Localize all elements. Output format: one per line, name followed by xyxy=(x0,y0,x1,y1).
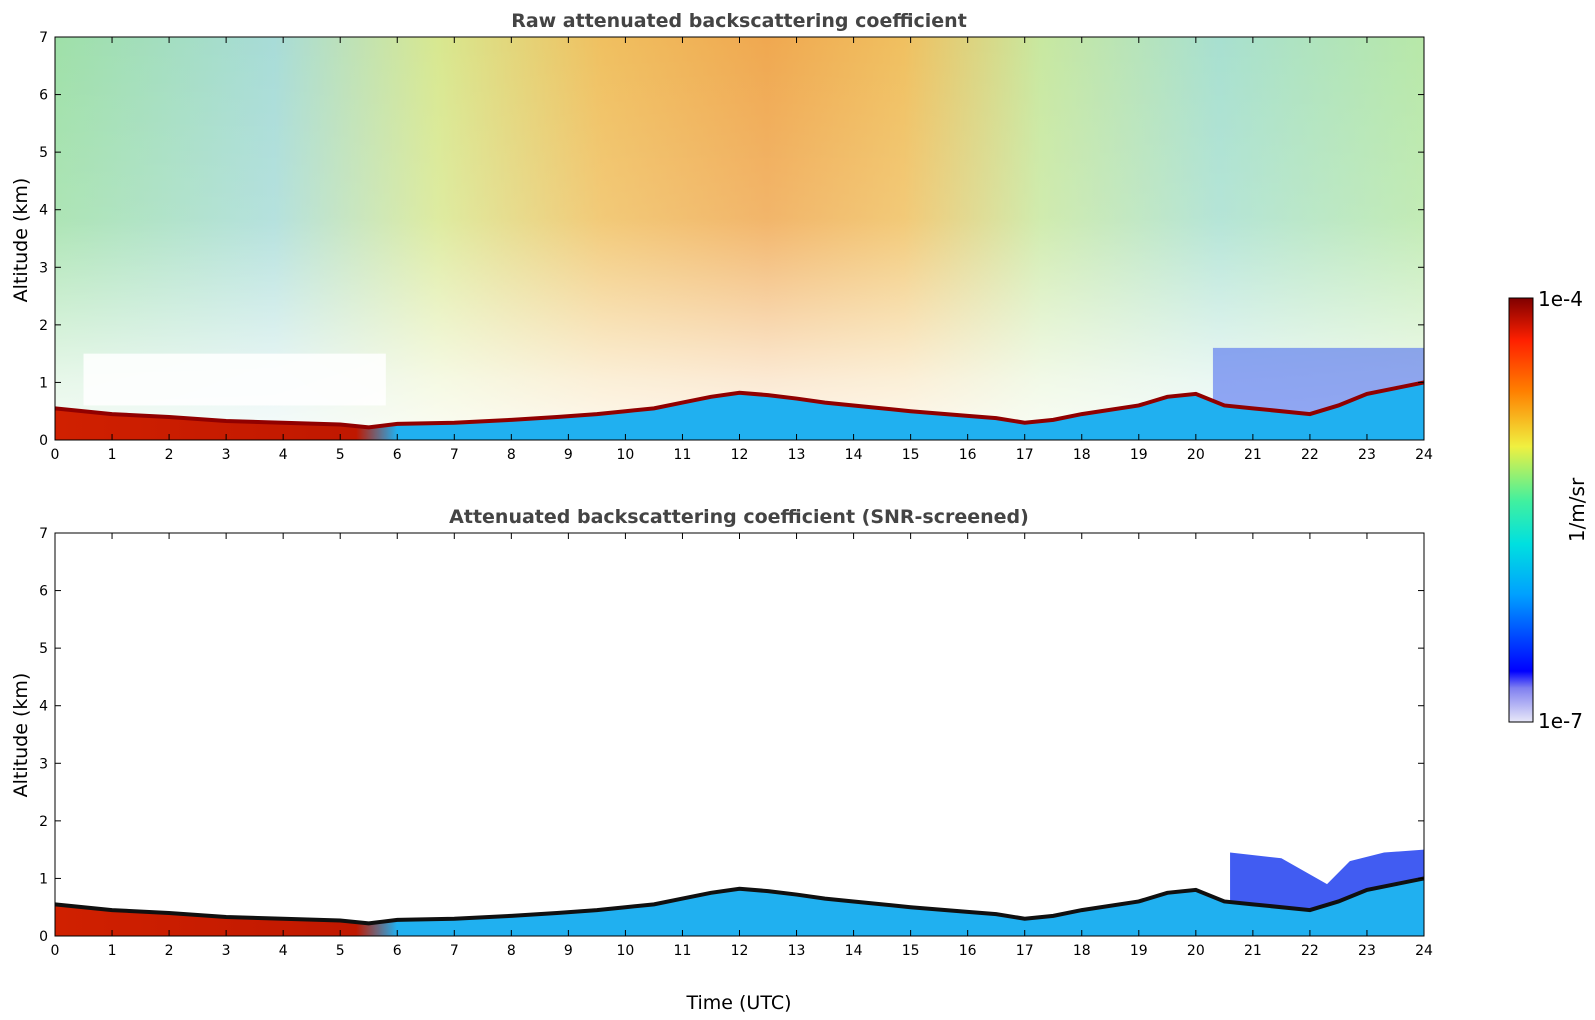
y-tick-label: 5 xyxy=(39,145,48,161)
x-tick-label: 10 xyxy=(617,943,635,959)
x-tick-label: 13 xyxy=(788,447,806,463)
y-tick-label: 5 xyxy=(39,641,48,657)
x-tick-label: 0 xyxy=(51,943,60,959)
x-tick-label: 14 xyxy=(845,943,863,959)
y-tick-label: 2 xyxy=(39,318,48,334)
x-tick-label: 8 xyxy=(507,447,516,463)
raw-backscatter-panel: Raw attenuated backscattering coefficien… xyxy=(10,10,1433,463)
x-tick-label: 23 xyxy=(1358,447,1376,463)
panel2-ticks: 0 1 2 3 4 5 6 7 8 9 10 11 12 13 14 15 16 17 18 19 20 21 22 23 24… xyxy=(39,526,1433,959)
x-tick-label: 11 xyxy=(674,943,692,959)
x-tick-label: 10 xyxy=(617,447,635,463)
x-tick-label: 2 xyxy=(165,447,174,463)
x-tick-label: 21 xyxy=(1244,447,1262,463)
x-tick-label: 13 xyxy=(788,943,806,959)
x-tick-label: 19 xyxy=(1130,943,1148,959)
x-tick-label: 22 xyxy=(1301,943,1319,959)
x-tick-label: 5 xyxy=(336,447,345,463)
y-tick-label: 6 xyxy=(39,88,48,104)
x-tick-label: 12 xyxy=(731,943,749,959)
x-tick-label: 17 xyxy=(1016,447,1034,463)
colorbar-min-label: 1e-7 xyxy=(1538,709,1583,733)
x-tick-label: 18 xyxy=(1073,447,1091,463)
x-tick-label: 24 xyxy=(1415,943,1433,959)
x-tick-label: 3 xyxy=(222,447,231,463)
raw-clear-region xyxy=(83,353,386,406)
y-tick-label: 7 xyxy=(39,30,48,46)
y-tick-label: 3 xyxy=(39,260,48,276)
panel2-plot-area xyxy=(54,532,1425,937)
x-tick-label: 2 xyxy=(165,943,174,959)
y-tick-label: 4 xyxy=(39,699,48,715)
x-tick-label: 1 xyxy=(108,447,117,463)
x-tick-label: 16 xyxy=(959,943,977,959)
y-tick-label: 2 xyxy=(39,814,48,830)
panel1-ylabel: Altitude (km) xyxy=(10,178,32,303)
y-tick-label: 1 xyxy=(39,375,48,391)
panel2-ylabel: Altitude (km) xyxy=(10,673,32,798)
boundary-layer-top-line xyxy=(54,380,1425,430)
colorbar: 1e-4 1e-7 1/m/sr xyxy=(1508,287,1589,733)
colorbar-gradient xyxy=(1508,297,1534,723)
y-tick-label: 7 xyxy=(39,526,48,542)
panel1-title: Raw attenuated backscattering coefficien… xyxy=(511,10,967,32)
colorbar-max-label: 1e-4 xyxy=(1538,287,1583,311)
plot-frame xyxy=(54,532,1425,937)
y-tick-label: 0 xyxy=(39,929,48,945)
x-tick-label: 9 xyxy=(564,447,573,463)
x-tick-label: 24 xyxy=(1415,447,1433,463)
x-tick-label: 7 xyxy=(450,447,459,463)
y-tick-label: 0 xyxy=(39,433,48,449)
y-tick-label: 4 xyxy=(39,203,48,219)
panel2-xlabel: Time (UTC) xyxy=(685,992,791,1014)
y-tick-label: 3 xyxy=(39,756,48,772)
x-tick-label: 0 xyxy=(51,447,60,463)
x-tick-label: 9 xyxy=(564,943,573,959)
x-tick-label: 19 xyxy=(1130,447,1148,463)
x-tick-label: 6 xyxy=(393,447,402,463)
x-tick-label: 3 xyxy=(222,943,231,959)
x-tick-label: 21 xyxy=(1244,943,1262,959)
x-tick-label: 20 xyxy=(1187,943,1205,959)
x-tick-label: 4 xyxy=(279,447,288,463)
x-tick-label: 4 xyxy=(279,943,288,959)
x-tick-label: 5 xyxy=(336,943,345,959)
x-tick-label: 12 xyxy=(731,447,749,463)
y-tick-label: 1 xyxy=(39,871,48,887)
x-tick-label: 16 xyxy=(959,447,977,463)
x-tick-label: 1 xyxy=(108,943,117,959)
x-tick-label: 23 xyxy=(1358,943,1376,959)
x-tick-label: 17 xyxy=(1016,943,1034,959)
panel1-ticks: 0 1 2 3 4 5 6 7 8 9 10 11 12 13 14 15 16 17 18 19 20 21 22 23 24… xyxy=(39,30,1433,463)
x-tick-label: 14 xyxy=(845,447,863,463)
x-tick-label: 15 xyxy=(902,943,920,959)
panel2-title: Attenuated backscattering coefficient (S… xyxy=(449,506,1029,528)
y-tick-label: 6 xyxy=(39,584,48,600)
x-tick-label: 22 xyxy=(1301,447,1319,463)
x-tick-label: 20 xyxy=(1187,447,1205,463)
colorbar-unit-label: 1/m/sr xyxy=(1565,477,1589,542)
snr-screened-panel: Attenuated backscattering coefficient (S… xyxy=(10,506,1433,1014)
x-tick-label: 6 xyxy=(393,943,402,959)
x-tick-label: 11 xyxy=(674,447,692,463)
x-tick-label: 15 xyxy=(902,447,920,463)
x-tick-label: 7 xyxy=(450,943,459,959)
x-tick-label: 8 xyxy=(507,943,516,959)
boundary-layer-top-line xyxy=(54,876,1425,926)
x-tick-label: 18 xyxy=(1073,943,1091,959)
panel1-plot-area xyxy=(54,36,1425,441)
